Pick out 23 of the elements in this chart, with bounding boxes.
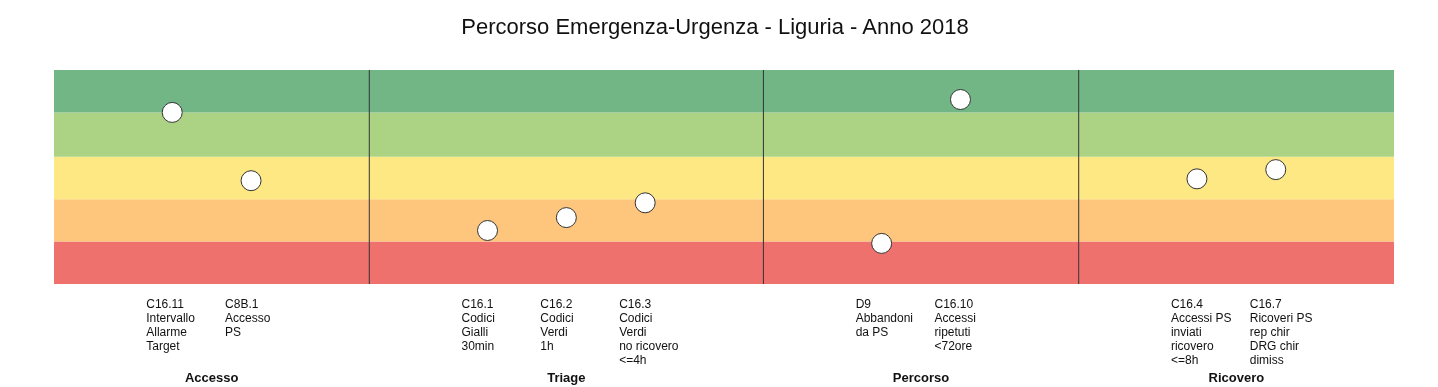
point (1265, 159, 1287, 181)
text: Triage (546, 370, 587, 385)
x-tick-label: C16.7 Ricoveri PS rep chir DRG chir dimiss (1249, 297, 1313, 367)
x-tick-label: C16.1 Codici Gialli 30min (461, 297, 495, 353)
x-tick-label: C8B.1 Accesso PS (225, 297, 271, 339)
point (555, 207, 577, 229)
text: Percorso (891, 370, 951, 385)
x-tick-label: C16.3 Codici Verdi no ricovero <=4h (619, 297, 679, 367)
x-tick-label: D9 Abbandoni da PS (855, 297, 914, 339)
point (477, 220, 499, 241)
point (634, 192, 656, 214)
x-tick-label: C16.10 Accessi ripetuti <72ore (934, 297, 976, 353)
point (949, 89, 971, 111)
chart-title: Percorso Emergenza-Urgenza - Liguria - Anno 2018 (460, 14, 970, 40)
x-tick-label: C16.2 Codici Verdi 1h (540, 297, 574, 353)
point (1186, 168, 1208, 190)
text: Accesso (183, 370, 240, 385)
x-tick-label: C16.11 Intervallo Allarme Target (146, 297, 196, 353)
text: Ricovero (1207, 370, 1266, 385)
point (161, 101, 183, 123)
point (871, 232, 893, 254)
point (240, 170, 262, 192)
x-tick-label: C16.4 Accessi PS inviati ricovero <=8h (1170, 297, 1232, 367)
